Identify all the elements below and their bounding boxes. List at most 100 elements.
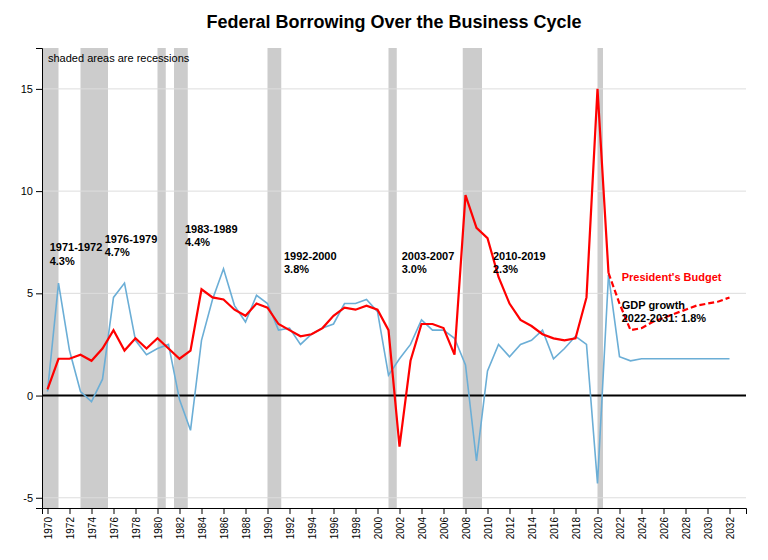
grid-line <box>42 293 746 294</box>
x-tick-mark <box>356 508 357 514</box>
grid <box>42 89 746 498</box>
x-tick: 2008 <box>461 508 472 539</box>
annotation-line: 2010-2019 <box>493 250 546 262</box>
y-tick-mark <box>36 396 42 397</box>
y-tick-mark <box>36 191 42 192</box>
x-axis: 1970197219741976197819801982198419861988… <box>43 508 747 539</box>
x-tick: 2012 <box>505 508 516 539</box>
series-line <box>609 275 730 361</box>
annotation-line: GDP growth <box>622 299 686 311</box>
annotation: 1976-19794.7% <box>105 233 158 258</box>
x-tick-mark <box>686 508 687 514</box>
x-tick-label: 2018 <box>571 517 582 540</box>
x-tick: 1974 <box>87 508 98 539</box>
x-tick-label: 1988 <box>241 517 252 540</box>
recession-band <box>81 48 109 508</box>
annotation: President's Budget <box>622 271 722 283</box>
recession-band <box>42 48 59 508</box>
x-tick-label: 1974 <box>87 517 98 540</box>
x-tick-label: 2010 <box>483 517 494 540</box>
x-tick-label: 1970 <box>43 517 54 540</box>
x-tick-label: 1990 <box>263 517 274 540</box>
series-line <box>48 269 609 484</box>
x-tick: 2006 <box>439 508 450 539</box>
x-tick-label: 2022 <box>615 517 626 540</box>
x-tick: 2018 <box>571 508 582 539</box>
annotation-line: 1992-2000 <box>284 250 337 262</box>
x-tick: 2020 <box>593 508 604 539</box>
recessions <box>42 48 603 508</box>
x-tick-mark <box>510 508 511 514</box>
x-tick-mark <box>664 508 665 514</box>
x-tick-mark <box>92 508 93 514</box>
annotation: 1983-19894.4% <box>185 223 238 248</box>
x-tick-label: 2002 <box>395 517 406 540</box>
x-tick: 2026 <box>659 508 670 539</box>
x-tick-mark <box>620 508 621 514</box>
x-tick: 1986 <box>219 508 230 539</box>
x-tick-mark <box>400 508 401 514</box>
y-tick: -5 <box>23 492 42 504</box>
grid-line <box>42 191 746 192</box>
series-line <box>48 89 609 447</box>
x-tick-label: 1984 <box>197 517 208 540</box>
grid-line <box>42 88 746 89</box>
y-tick: 5 <box>27 287 42 299</box>
y-tick: 10 <box>21 185 42 197</box>
annotation-line: 3.0% <box>402 263 427 275</box>
x-tick: 1990 <box>263 508 274 539</box>
x-tick-mark <box>642 508 643 514</box>
x-tick-label: 2020 <box>593 517 604 540</box>
x-tick-mark <box>114 508 115 514</box>
x-tick-mark <box>312 508 313 514</box>
x-tick: 1988 <box>241 508 252 539</box>
annotation: 2003-20073.0% <box>402 250 455 275</box>
annotations: 1971-1972 4.3% 1976-19794.7% 1983-19894.4% 1… <box>50 223 722 324</box>
x-tick-label: 1972 <box>65 517 76 540</box>
x-tick: 2028 <box>681 508 692 539</box>
x-tick: 1992 <box>285 508 296 539</box>
x-tick-label: 2014 <box>527 517 538 540</box>
plot-area <box>42 48 746 508</box>
annotation: 2010-20192.3% <box>493 250 546 275</box>
x-tick-mark <box>444 508 445 514</box>
annotation-line: 1971-1972 <box>50 241 103 253</box>
x-tick-label: 2012 <box>505 517 516 540</box>
x-tick-mark <box>554 508 555 514</box>
x-tick-mark <box>532 508 533 514</box>
x-tick: 2030 <box>703 508 714 539</box>
recession-band <box>268 48 282 508</box>
x-tick: 1972 <box>65 508 76 539</box>
x-tick: 1984 <box>197 508 208 539</box>
recession-band <box>389 48 397 508</box>
x-tick-mark <box>268 508 269 514</box>
x-tick-label: 2004 <box>417 517 428 540</box>
y-tick-label: -5 <box>23 492 33 504</box>
x-tick: 2010 <box>483 508 494 539</box>
x-tick-label: 1986 <box>219 517 230 540</box>
x-tick-label: 1994 <box>307 517 318 540</box>
y-tick-mark <box>36 498 42 499</box>
x-tick-label: 2008 <box>461 517 472 540</box>
annotation-line: 2.3% <box>493 263 518 275</box>
x-tick: 1980 <box>153 508 164 539</box>
recession-band <box>174 48 188 508</box>
recession-label: shaded areas are recessions <box>48 52 190 64</box>
annotation-line: 4.3% <box>50 255 75 267</box>
annotation-line: 4.4% <box>185 236 210 248</box>
x-tick-mark <box>70 508 71 514</box>
x-axis-line <box>43 509 747 515</box>
x-tick: 1996 <box>329 508 340 539</box>
annotation-line: 2022-2031: 1.8% <box>622 312 707 324</box>
x-tick-label: 2026 <box>659 517 670 540</box>
x-tick-mark <box>466 508 467 514</box>
x-tick-label: 1982 <box>175 517 186 540</box>
x-tick-label: 2006 <box>439 517 450 540</box>
x-tick: 2002 <box>395 508 406 539</box>
x-tick-mark <box>136 508 137 514</box>
x-tick-mark <box>246 508 247 514</box>
x-tick-label: 2030 <box>703 517 714 540</box>
annotation-line: President's Budget <box>622 271 722 283</box>
x-tick-mark <box>180 508 181 514</box>
x-tick: 2022 <box>615 508 626 539</box>
